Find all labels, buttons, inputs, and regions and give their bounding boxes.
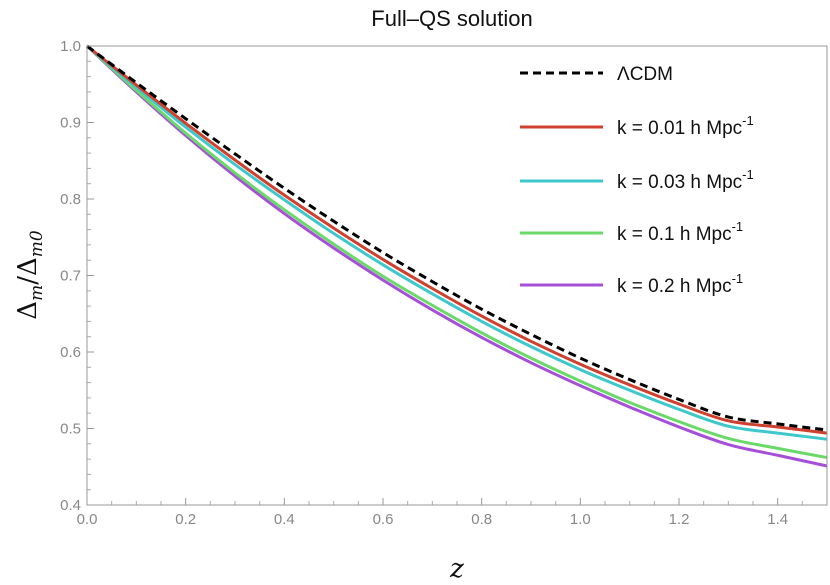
legend-label-superscript: -1 bbox=[732, 219, 744, 234]
series-line-3 bbox=[85, 44, 828, 460]
x-tick-label: 1.0 bbox=[570, 511, 591, 528]
chart-title: Full–QS solution bbox=[371, 6, 532, 31]
legend-label-0: ΛCDM bbox=[617, 64, 673, 85]
y-tick-label: 0.9 bbox=[60, 115, 81, 132]
x-tick-label: 0.4 bbox=[274, 511, 295, 528]
legend-label-4: k = 0.2 h Mpc-1 bbox=[617, 271, 743, 297]
legend-label-superscript: -1 bbox=[742, 167, 754, 182]
x-tick-label: 0.2 bbox=[175, 511, 196, 528]
plot-frame bbox=[86, 45, 828, 506]
legend-label-superscript: -1 bbox=[742, 113, 754, 128]
legend-label-text: ΛCDM bbox=[617, 64, 673, 85]
series-line-2 bbox=[86, 44, 828, 441]
x-tick-label: 0.6 bbox=[373, 511, 394, 528]
y-tick-label: 0.6 bbox=[60, 344, 81, 361]
x-tick-label: 1.4 bbox=[767, 511, 788, 528]
legend-label-text: k = 0.03 h Mpc bbox=[617, 172, 742, 193]
legend-label-1: k = 0.01 h Mpc-1 bbox=[617, 113, 754, 139]
y-tick-label: 0.8 bbox=[60, 191, 81, 208]
legend-label-superscript: -1 bbox=[732, 271, 744, 286]
legend-label-text: k = 0.01 h Mpc bbox=[617, 118, 742, 139]
y-tick-label: 0.5 bbox=[60, 421, 81, 438]
legend-label-2: k = 0.03 h Mpc-1 bbox=[617, 167, 754, 193]
series-line-0 bbox=[86, 44, 828, 432]
y-axis-label-sub1: m bbox=[27, 285, 47, 301]
y-axis-label-slash: / bbox=[13, 276, 43, 285]
legend-label-text: k = 0.2 h Mpc bbox=[617, 276, 732, 297]
series-line-1 bbox=[86, 44, 828, 435]
legend-label-text: k = 0.1 h Mpc bbox=[617, 224, 732, 245]
series-layer bbox=[85, 44, 828, 468]
y-axis-label-main2: Δ bbox=[13, 257, 43, 276]
y-axis-label-main1: Δ bbox=[13, 301, 43, 320]
x-tick-label: 0.0 bbox=[77, 511, 98, 528]
y-tick-label: 0.4 bbox=[60, 497, 81, 514]
y-axis-label-sub2: m0 bbox=[27, 230, 47, 257]
series-line-4 bbox=[85, 44, 828, 468]
y-tick-label: 0.7 bbox=[60, 268, 81, 285]
legend-label-3: k = 0.1 h Mpc-1 bbox=[617, 219, 743, 245]
x-axis-label: z bbox=[449, 554, 464, 584]
y-tick-label: 1.0 bbox=[60, 38, 81, 55]
y-axis-label: Δm/Δm0 bbox=[13, 230, 47, 320]
ticks-layer: 0.0 0.2 0.4 0.6 0.8 1.0 1.2 1.4 0.4 0.5 0.6 0.7 0.8 0… bbox=[60, 38, 803, 528]
x-tick-label: 0.8 bbox=[471, 511, 492, 528]
x-tick-label: 1.2 bbox=[669, 511, 690, 528]
